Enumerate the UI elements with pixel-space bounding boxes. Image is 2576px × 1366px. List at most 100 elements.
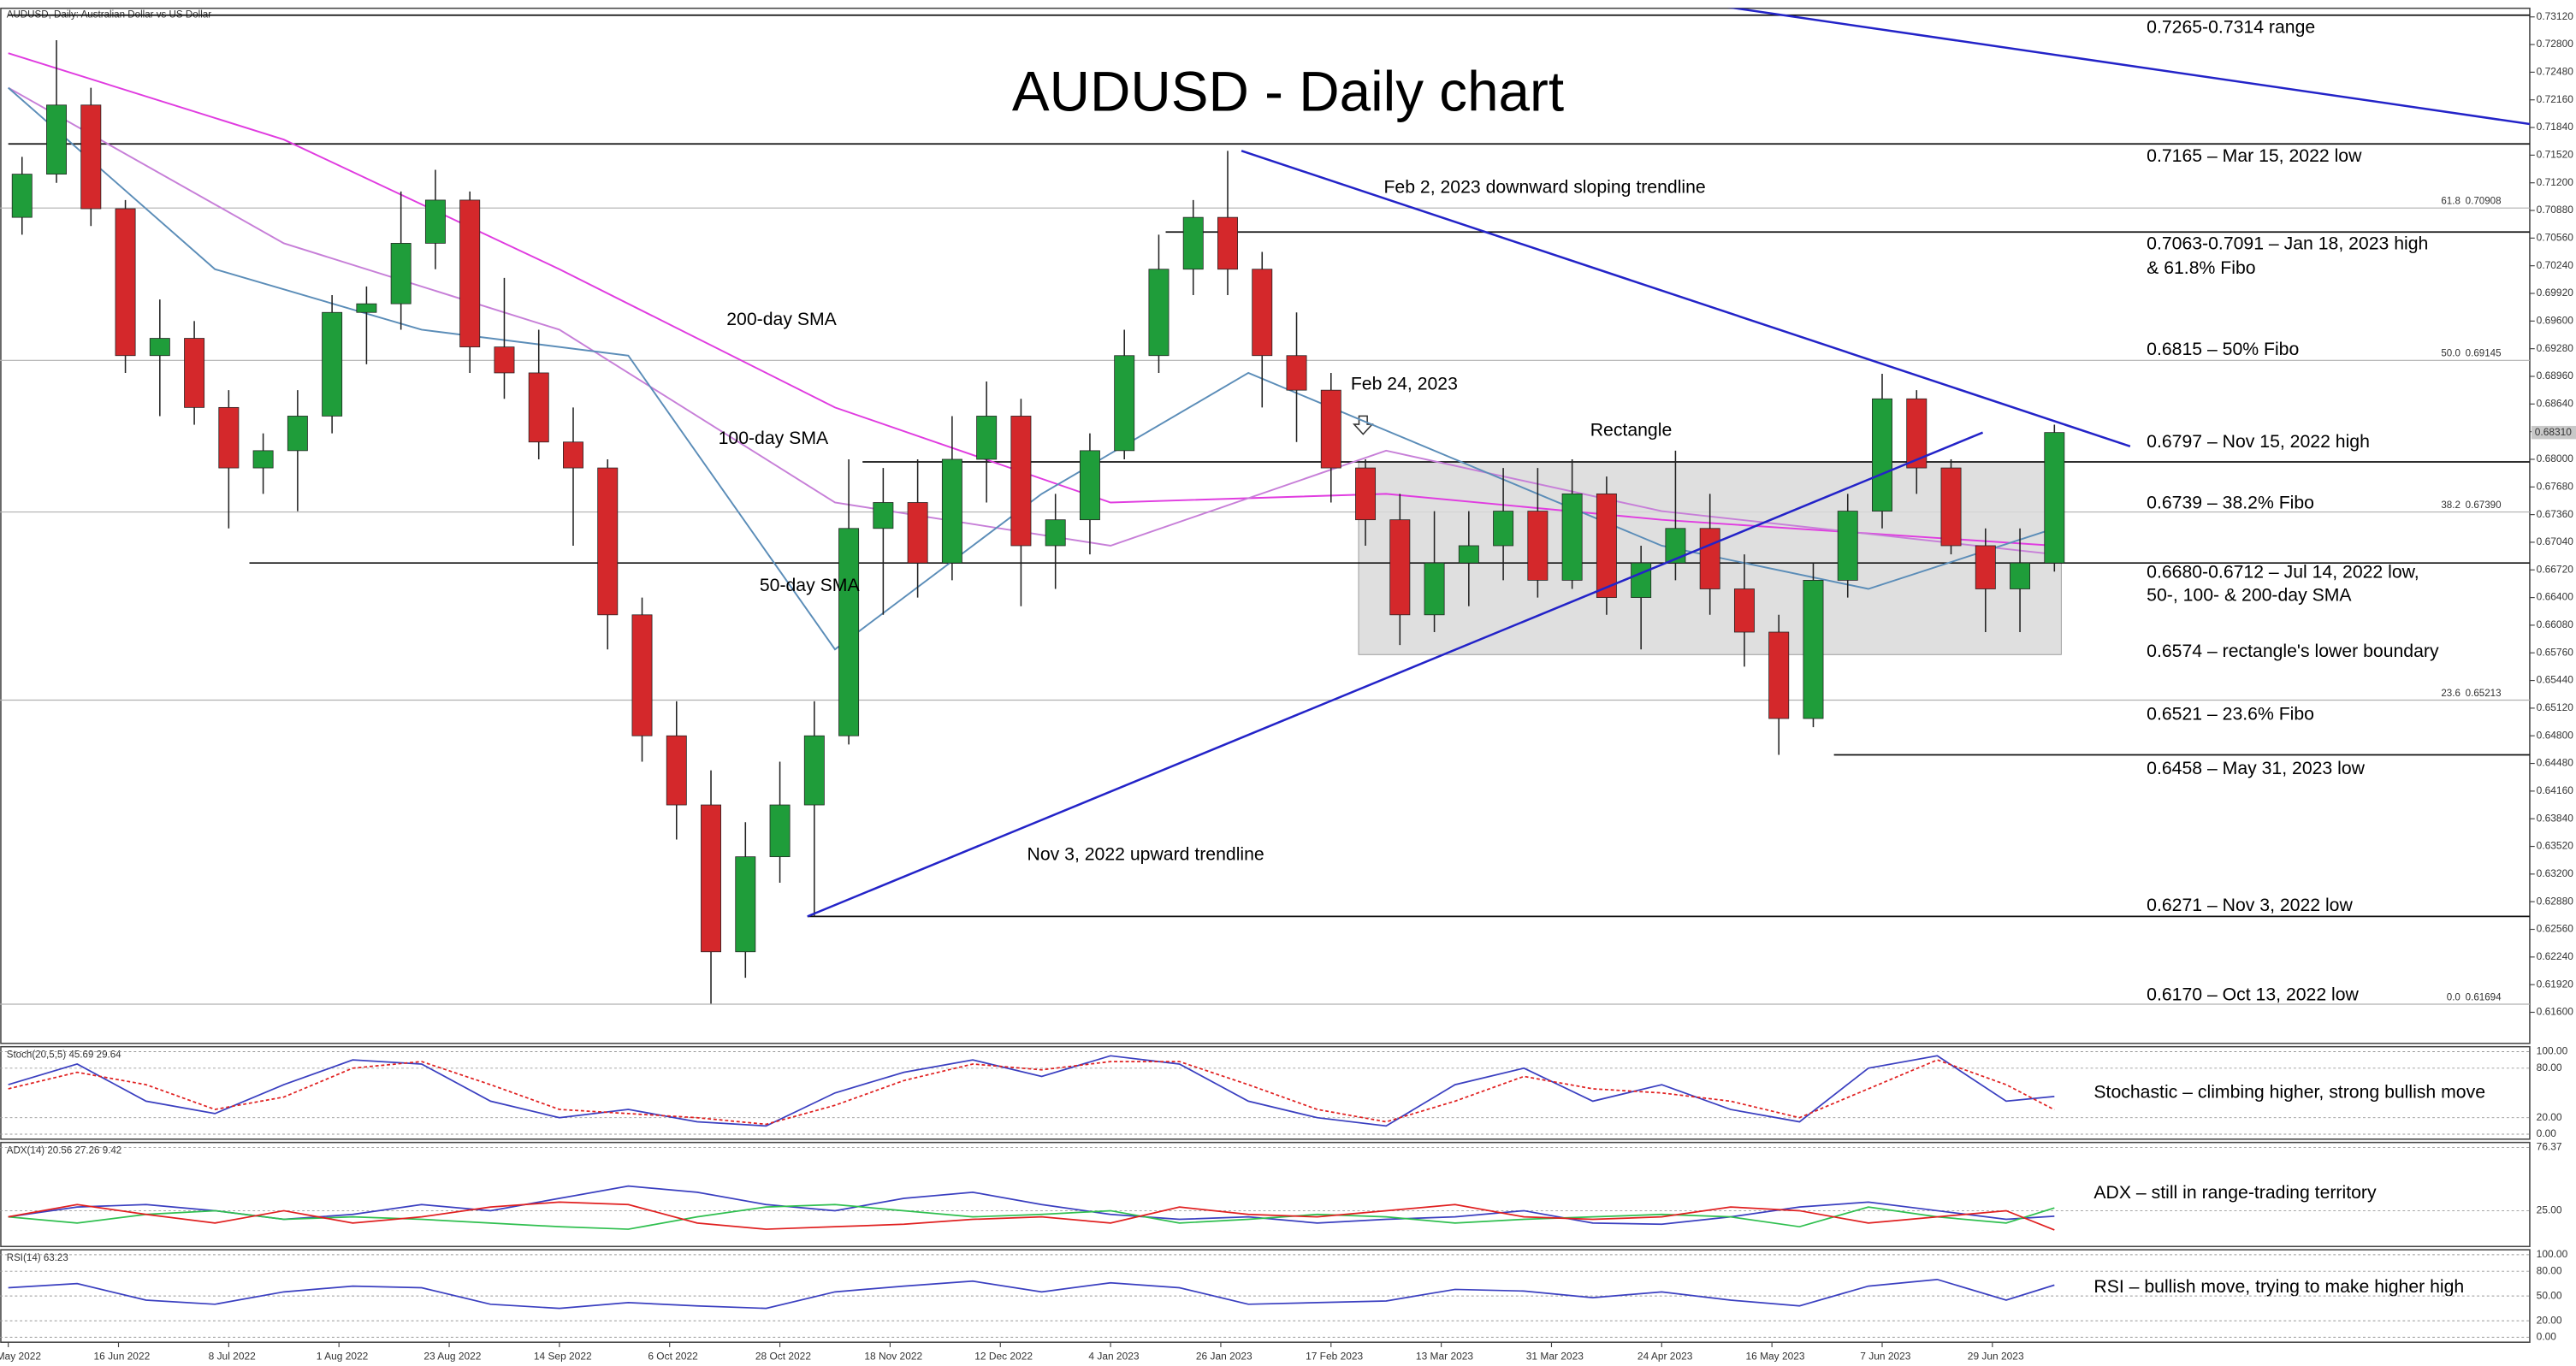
- sma-label: 200-day SMA: [726, 310, 837, 329]
- candle-body: [1424, 562, 1445, 616]
- y-tick-label: 100.00: [2537, 1045, 2568, 1057]
- y-tick-label: 0.69600: [2537, 314, 2574, 326]
- x-tick-label: 14 Sep 2022: [534, 1351, 592, 1363]
- x-tick-label: 13 Mar 2023: [1416, 1351, 1473, 1363]
- candle-body: [1631, 562, 1652, 598]
- trendline: [1728, 8, 2530, 126]
- annotation: 0.6521 – 23.6% Fibo: [2147, 704, 2314, 724]
- candle-body: [1389, 519, 1411, 616]
- annotation: 50-, 100- & 200-day SMA: [2147, 585, 2352, 605]
- candle-body: [1768, 631, 1790, 719]
- y-tick-label: 0.70240: [2537, 259, 2574, 271]
- candle-body: [1733, 588, 1755, 633]
- y-tick-label: 0.68000: [2537, 452, 2574, 464]
- y-tick-label: 0.66400: [2537, 591, 2574, 603]
- fibo-value: 0.69145: [2466, 349, 2502, 359]
- annotation: 0.7265-0.7314 range: [2147, 17, 2315, 37]
- y-tick-label: 80.00: [2537, 1264, 2562, 1276]
- annotation: 0.6170 – Oct 13, 2022 low: [2147, 985, 2359, 1004]
- candle-body: [1355, 467, 1377, 521]
- candle-body: [907, 502, 928, 564]
- x-tick-label: 7 Jun 2023: [1860, 1351, 1911, 1363]
- y-tick-label: 0.66720: [2537, 563, 2574, 575]
- trendline-label: Nov 3, 2022 upward trendline: [1027, 844, 1264, 864]
- annotation: 0.6797 – Nov 15, 2022 high: [2147, 432, 2370, 452]
- candle-body: [149, 338, 170, 357]
- candle-body: [1561, 493, 1583, 581]
- candle-body: [184, 338, 205, 408]
- y-tick-label: 0.66080: [2537, 618, 2574, 630]
- candle-body: [356, 303, 377, 313]
- candle-body: [1837, 511, 1858, 581]
- y-tick-label: 0.63840: [2537, 812, 2574, 824]
- candle-body: [252, 450, 274, 469]
- y-tick-label: 0.62880: [2537, 895, 2574, 907]
- y-tick-label: 0.71520: [2537, 149, 2574, 161]
- candle-body: [1699, 528, 1720, 589]
- annotation: 0.6739 – 38.2% Fibo: [2147, 493, 2314, 512]
- indicator-line: [8, 1278, 2055, 1310]
- y-tick-label: 0.65440: [2537, 674, 2574, 686]
- candle-body: [1079, 450, 1100, 521]
- indicator-line: [8, 1059, 2055, 1126]
- candle-body: [769, 804, 791, 858]
- candle-body: [528, 372, 549, 443]
- y-tick-label: 0.63520: [2537, 840, 2574, 852]
- candle-body: [976, 416, 998, 460]
- candle-body: [1906, 398, 1928, 469]
- y-tick-label: 80.00: [2537, 1061, 2562, 1073]
- y-tick-label: 20.00: [2537, 1314, 2562, 1326]
- y-tick-label: 0.68640: [2537, 397, 2574, 409]
- x-tick-label: 18 Nov 2022: [864, 1351, 922, 1363]
- candle-body: [563, 441, 583, 469]
- candle-body: [2010, 562, 2031, 589]
- annotation: 0.6271 – Nov 3, 2022 low: [2147, 896, 2353, 915]
- x-tick-label: 31 Mar 2023: [1526, 1351, 1584, 1363]
- annotation: Rectangle: [1590, 420, 1673, 440]
- y-tick-label: 0.61920: [2537, 978, 2574, 990]
- x-tick-label: 4 Jan 2023: [1088, 1351, 1140, 1363]
- candle-body: [1320, 389, 1341, 469]
- y-tick-label: 0.64800: [2537, 729, 2574, 741]
- annotation: 0.7063-0.7091 – Jan 18, 2023 high: [2147, 234, 2428, 253]
- trendline: [807, 431, 1984, 918]
- candle-body: [1940, 467, 1962, 547]
- candle-body: [631, 614, 653, 736]
- x-tick-label: 17 Feb 2023: [1306, 1351, 1363, 1363]
- candle-body: [80, 104, 102, 210]
- candle-body: [1010, 416, 1032, 547]
- y-tick-label: 0.62560: [2537, 923, 2574, 935]
- main-panel: [0, 7, 2531, 1044]
- sma-line: [8, 86, 2055, 651]
- y-tick-label: 0.64480: [2537, 757, 2574, 769]
- candle-body: [494, 346, 515, 374]
- y-tick-label: 0.65120: [2537, 701, 2574, 713]
- arrow-icon: [1352, 415, 1374, 435]
- x-tick-label: 23 Aug 2022: [423, 1351, 481, 1363]
- candle-body: [322, 311, 343, 417]
- x-tick-label: 16 May 2023: [1745, 1351, 1804, 1363]
- candle-body: [1493, 511, 1514, 547]
- annotation: Feb 24, 2023: [1351, 374, 1458, 393]
- annotation: 0.6680-0.6712 – Jul 14, 2022 low,: [2147, 562, 2419, 582]
- candle-body: [838, 528, 860, 736]
- x-tick-label: 25 May 2022: [0, 1351, 41, 1363]
- x-tick-label: 1 Aug 2022: [317, 1351, 369, 1363]
- candle-body: [390, 243, 412, 305]
- candle-body: [287, 416, 308, 452]
- candle-body: [666, 735, 687, 806]
- candle-body: [1286, 355, 1307, 391]
- candle-body: [424, 199, 446, 244]
- fibo-value: 0.61694: [2466, 992, 2502, 1002]
- fibo-ratio: 23.6: [2441, 689, 2461, 699]
- candle-body: [2044, 432, 2065, 564]
- x-tick-label: 16 Jun 2022: [93, 1351, 150, 1363]
- y-tick-label: 25.00: [2537, 1204, 2562, 1216]
- fibo-ratio: 50.0: [2441, 349, 2461, 359]
- y-tick-label: 0.65760: [2537, 646, 2574, 658]
- annotation: 0.6574 – rectangle's lower boundary: [2147, 642, 2439, 661]
- stoch-panel: [0, 1045, 2531, 1140]
- x-tick-label: 8 Jul 2022: [209, 1351, 257, 1363]
- candle-body: [1803, 580, 1824, 719]
- fibo-ratio: 0.0: [2447, 992, 2461, 1002]
